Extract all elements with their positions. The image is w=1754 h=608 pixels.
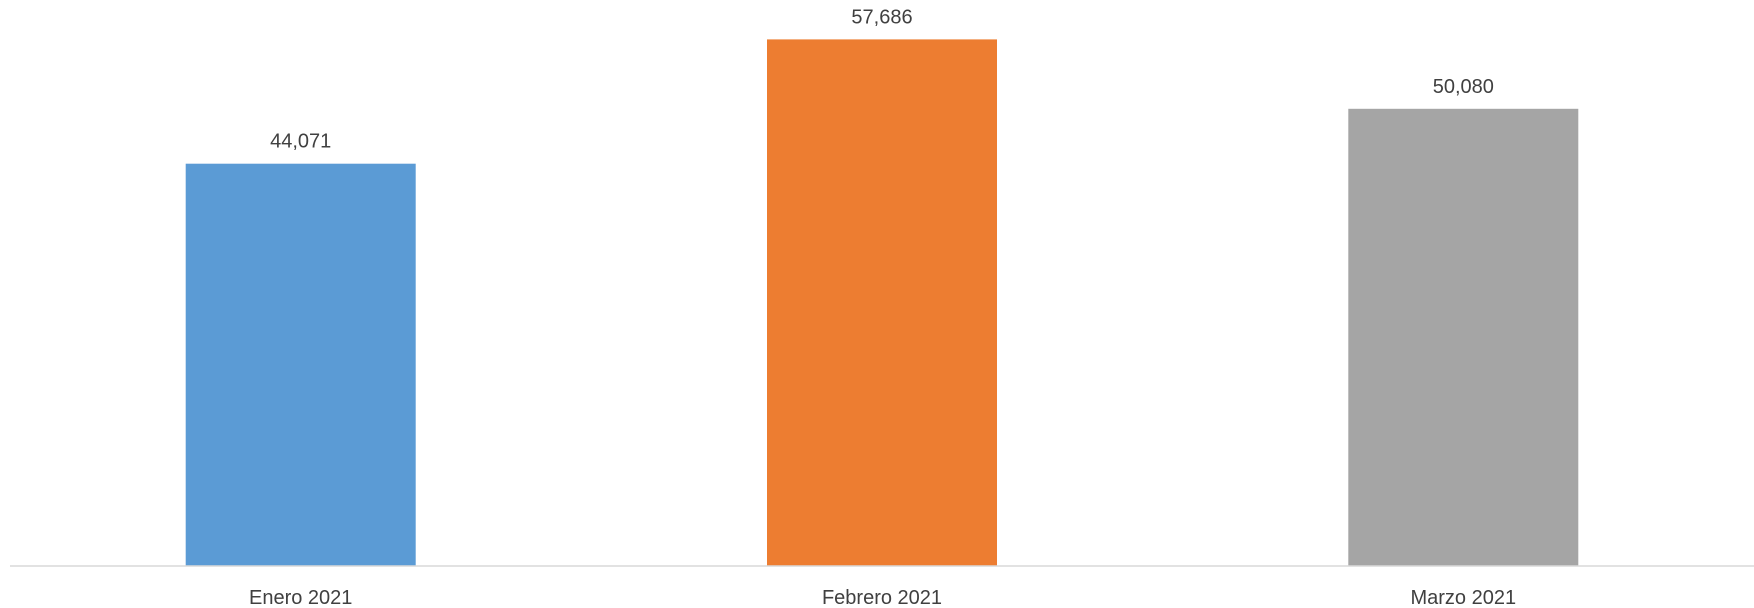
x-tick-label-2: Febrero 2021 (822, 587, 942, 608)
data-labels-group: 44,071 57,686 50,080 (270, 6, 1494, 152)
x-tick-label-1: Enero 2021 (249, 587, 352, 608)
data-label-2: 57,686 (851, 6, 912, 28)
bar-3 (1348, 108, 1579, 567)
data-label-3: 50,080 (1433, 76, 1494, 98)
data-label-1: 44,071 (270, 131, 331, 153)
bars-group (185, 39, 1579, 567)
x-tick-label-3: Marzo 2021 (1410, 587, 1516, 608)
bar-2 (767, 39, 997, 566)
x-tick-labels-group: Enero 2021 Febrero 2021 Marzo 2021 (249, 587, 1516, 608)
bar-1 (185, 163, 416, 566)
